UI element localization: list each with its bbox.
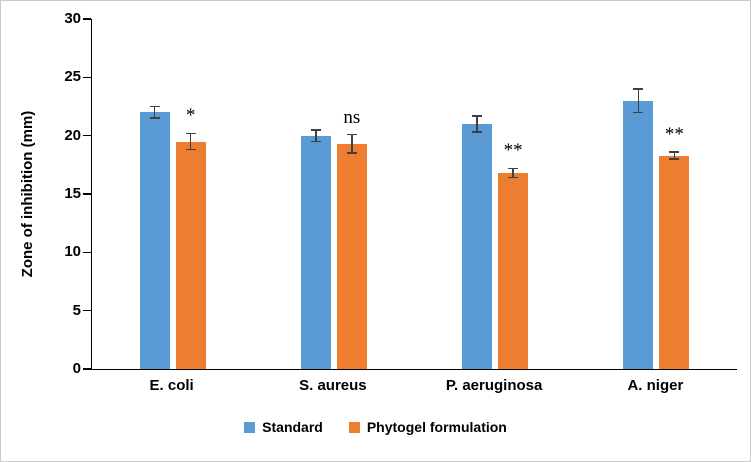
error-bar-cap-bottom-phytogel-formulation-a-niger — [669, 158, 680, 160]
significance-label-p-aeruginosa: ** — [503, 140, 523, 162]
bar-phytogel-formulation-e-coli — [175, 141, 206, 369]
x-category-label-p-aeruginosa: P. aeruginosa — [445, 377, 543, 394]
error-bar-cap-bottom-standard-e-coli — [149, 117, 160, 119]
significance-label-a-niger: ** — [664, 124, 684, 145]
legend: Standard Phytogel formulation — [1, 419, 750, 435]
y-tick-10 — [83, 251, 91, 254]
error-bar-cap-bottom-phytogel-formulation-p-aeruginosa — [508, 176, 519, 179]
plot-area: * ns ** ** — [91, 19, 737, 370]
y-tick-0 — [83, 368, 91, 370]
significance-label-s-aureus: ns — [343, 106, 361, 128]
error-bar-cap-bottom-standard-a-niger — [633, 111, 644, 114]
bar-standard-a-niger — [623, 100, 654, 369]
error-bar-cap-top-phytogel-formulation-p-aeruginosa — [508, 167, 519, 170]
x-category-label-a-niger: A. niger — [627, 377, 684, 394]
error-bar-cap-bottom-phytogel-formulation-s-aureus — [346, 152, 357, 154]
legend-swatch-standard — [244, 421, 256, 433]
error-bar-cap-top-standard-a-niger — [633, 88, 644, 90]
bar-phytogel-formulation-a-niger — [659, 155, 690, 369]
bar-standard-p-aeruginosa — [462, 124, 493, 369]
legend-label-standard: Standard — [262, 419, 323, 435]
error-bar-cap-top-standard-p-aeruginosa — [472, 115, 483, 117]
y-tick-label-5: 5 — [72, 301, 81, 319]
error-bar-line-phytogel-formulation-e-coli — [189, 133, 192, 150]
error-bar-cap-top-phytogel-formulation-a-niger — [669, 151, 680, 153]
y-tick-label-30: 30 — [64, 10, 81, 27]
error-bar-cap-bottom-standard-s-aureus — [310, 140, 321, 143]
error-bar-line-standard-s-aureus — [315, 129, 317, 142]
x-category-label-s-aureus: S. aureus — [299, 377, 367, 394]
bar-phytogel-formulation-s-aureus — [336, 143, 367, 369]
x-category-label-e-coli: E. coli — [149, 377, 194, 394]
significance-label-e-coli: * — [185, 105, 196, 127]
y-tick-5 — [83, 309, 91, 312]
y-tick-15 — [83, 193, 91, 195]
error-bar-cap-top-phytogel-formulation-e-coli — [185, 132, 196, 135]
bar-standard-s-aureus — [300, 135, 331, 369]
error-bar-line-standard-e-coli — [153, 106, 156, 119]
legend-swatch-phytogel-formulation — [348, 421, 360, 433]
y-tick-label-10: 10 — [64, 243, 81, 261]
bar-phytogel-formulation-p-aeruginosa — [498, 173, 529, 369]
y-tick-30 — [83, 18, 91, 20]
y-tick-20 — [83, 134, 91, 137]
error-bar-line-standard-p-aeruginosa — [476, 115, 478, 133]
error-bar-line-phytogel-formulation-s-aureus — [351, 134, 353, 154]
legend-item-phytogel-formulation: Phytogel formulation — [348, 419, 507, 435]
y-tick-label-0: 0 — [72, 360, 81, 377]
y-tick-label-25: 25 — [64, 68, 81, 86]
legend-item-standard: Standard — [244, 419, 323, 435]
error-bar-line-phytogel-formulation-p-aeruginosa — [512, 168, 514, 178]
error-bar-cap-top-standard-e-coli — [149, 105, 160, 108]
error-bar-cap-bottom-standard-p-aeruginosa — [472, 131, 483, 133]
y-axis-title: Zone of inhibition (mm) — [19, 110, 36, 278]
error-bar-cap-top-standard-s-aureus — [310, 129, 321, 131]
bar-standard-e-coli — [139, 112, 170, 369]
y-tick-25 — [83, 76, 91, 79]
error-bar-cap-bottom-phytogel-formulation-e-coli — [185, 148, 196, 151]
y-tick-label-15: 15 — [64, 185, 81, 202]
legend-label-phytogel-formulation: Phytogel formulation — [366, 419, 507, 435]
y-tick-label-20: 20 — [64, 126, 81, 144]
error-bar-cap-top-phytogel-formulation-s-aureus — [346, 133, 357, 136]
error-bar-line-standard-a-niger — [637, 89, 640, 113]
error-bar-line-phytogel-formulation-a-niger — [673, 152, 676, 159]
